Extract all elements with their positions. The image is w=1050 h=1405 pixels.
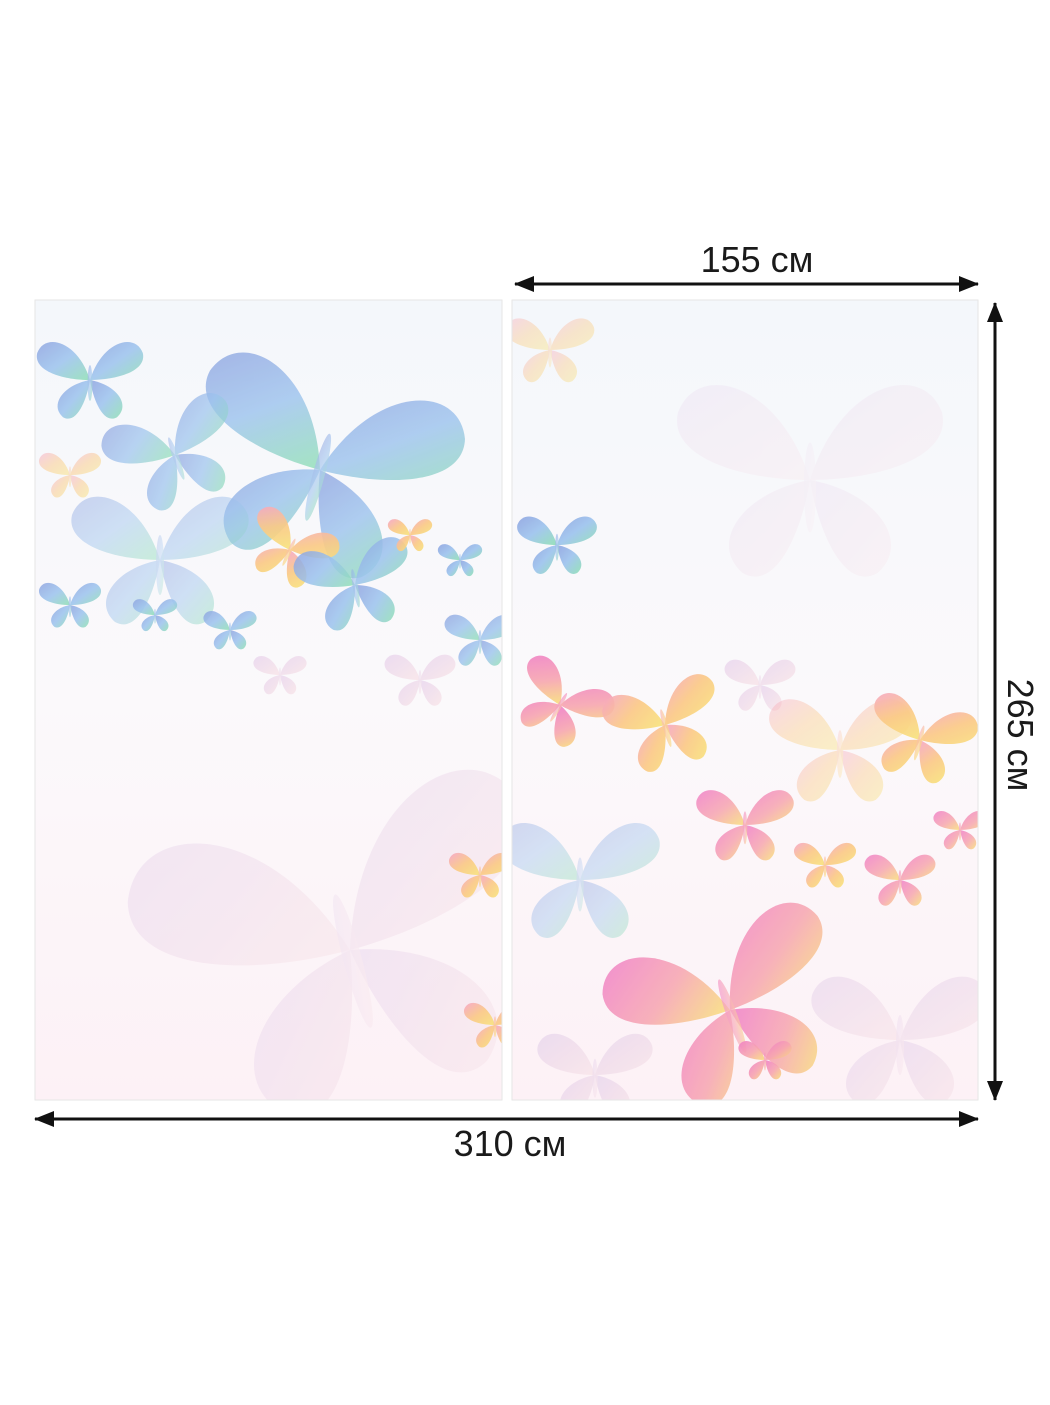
left-panel-border bbox=[34, 299, 503, 1101]
total-width-label: 310 см bbox=[454, 1123, 567, 1164]
right-panel bbox=[512, 300, 978, 1100]
right-panel-border bbox=[511, 299, 979, 1101]
height-label: 265 см bbox=[1000, 679, 1041, 792]
panel-width-label: 155 см bbox=[701, 239, 814, 280]
left-panel bbox=[35, 300, 502, 1100]
